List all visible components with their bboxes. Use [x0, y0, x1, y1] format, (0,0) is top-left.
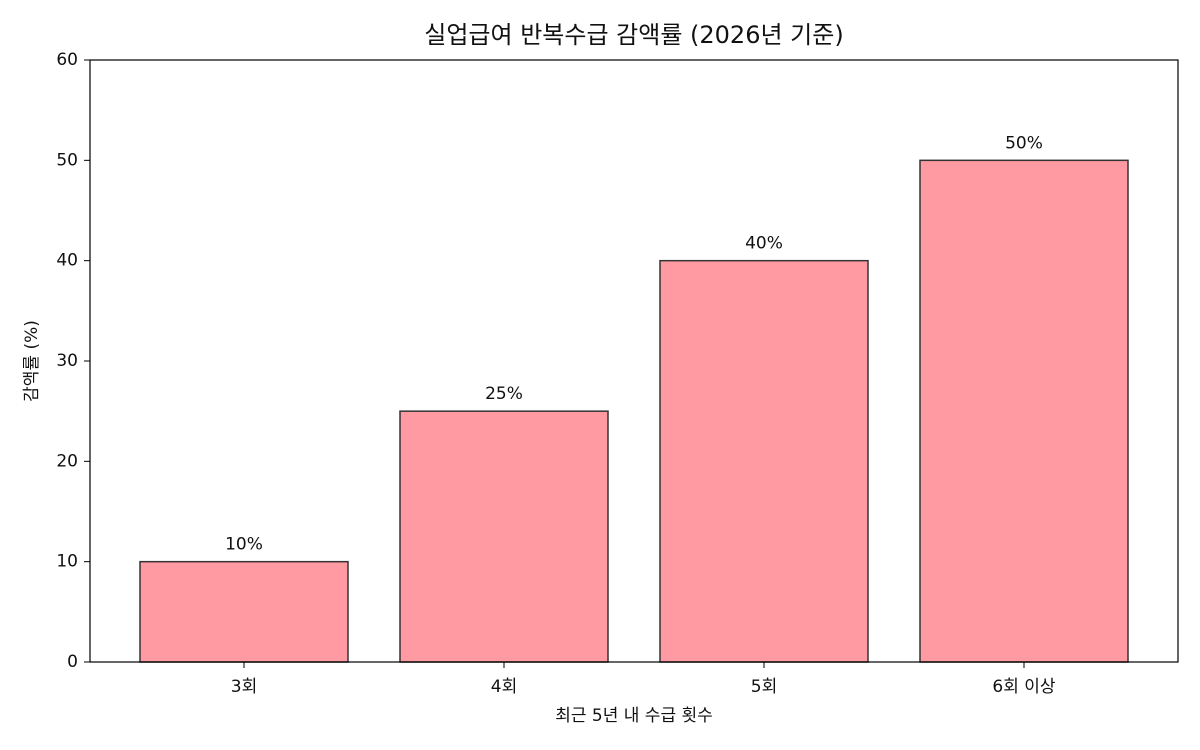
- y-tick-label: 30: [56, 351, 78, 371]
- value-label: 25%: [485, 384, 523, 404]
- y-axis-label: 감액률 (%): [22, 320, 42, 402]
- value-label: 40%: [745, 234, 783, 254]
- y-tick-label: 0: [67, 652, 78, 672]
- bar: [139, 560, 349, 663]
- bar: [919, 159, 1129, 663]
- bar: [399, 410, 609, 663]
- bar: [659, 259, 869, 663]
- y-tick-label: 10: [56, 552, 78, 572]
- x-tick-label: 4회: [491, 677, 517, 697]
- x-tick-label: 6회 이상: [992, 677, 1055, 697]
- x-tick-label: 5회: [751, 677, 777, 697]
- y-tick-label: 40: [56, 251, 78, 271]
- value-label: 10%: [225, 535, 263, 555]
- chart-title: 실업급여 반복수급 감액률 (2026년 기준): [424, 21, 843, 49]
- x-tick-label: 3회: [231, 677, 257, 697]
- value-label: 50%: [1005, 133, 1043, 153]
- y-tick-label: 60: [56, 50, 78, 70]
- y-tick-label: 20: [56, 451, 78, 471]
- plot-frame: [89, 59, 1179, 663]
- y-tick-label: 50: [56, 150, 78, 170]
- x-axis-label: 최근 5년 내 수급 횟수: [555, 706, 713, 726]
